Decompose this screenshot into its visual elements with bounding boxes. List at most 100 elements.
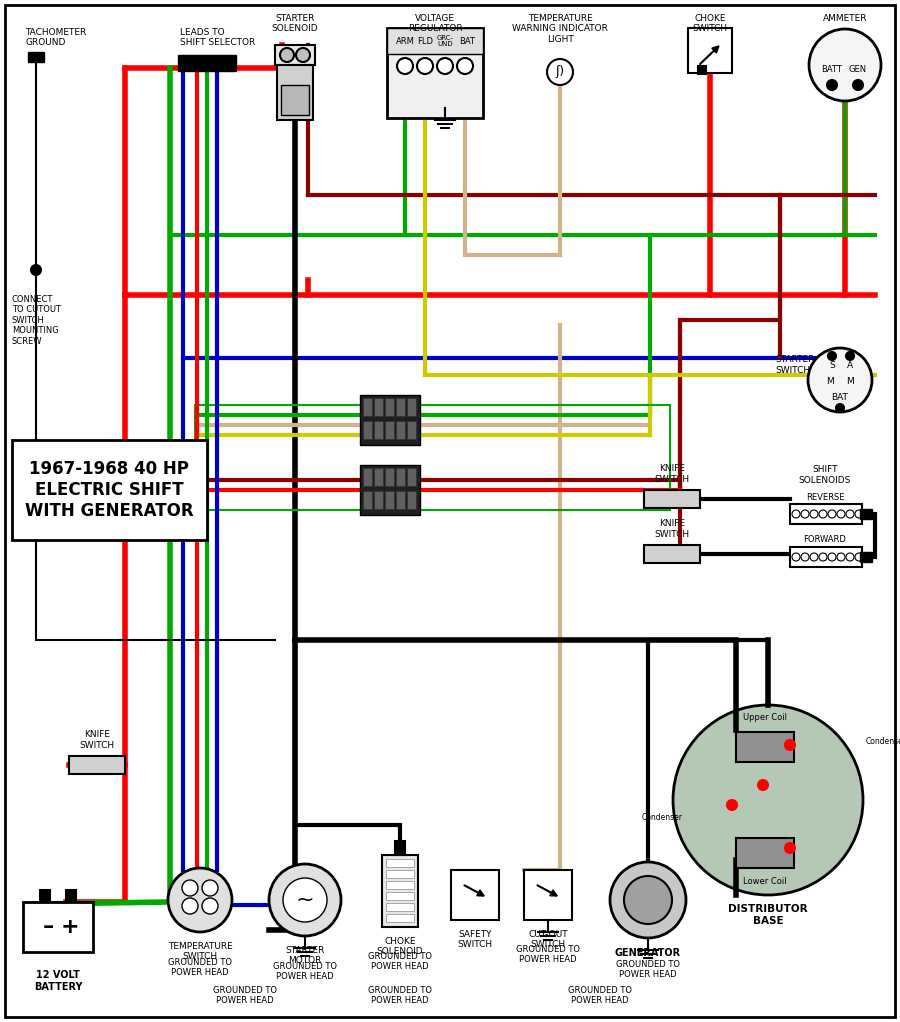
Bar [385, 398, 394, 416]
Circle shape [182, 898, 198, 914]
Circle shape [283, 878, 327, 922]
Circle shape [853, 80, 863, 90]
Circle shape [828, 510, 836, 518]
Bar [386, 860, 414, 867]
Text: Upper Coil: Upper Coil [743, 713, 787, 723]
Text: 12 VOLT
BATTERY: 12 VOLT BATTERY [34, 970, 82, 991]
Text: BATT: BATT [822, 65, 842, 75]
Bar [736, 732, 794, 762]
Circle shape [810, 553, 818, 561]
Circle shape [547, 59, 573, 85]
Bar [374, 398, 383, 416]
Bar [396, 468, 405, 486]
Text: SHIFT
SOLENOIDS: SHIFT SOLENOIDS [799, 465, 851, 484]
Text: GRC-
UND: GRC- UND [436, 35, 454, 47]
Circle shape [809, 29, 881, 101]
Text: ~: ~ [296, 890, 314, 910]
Circle shape [437, 58, 453, 74]
Circle shape [855, 510, 863, 518]
Bar [524, 870, 572, 920]
Circle shape [819, 510, 827, 518]
Text: GROUNDED TO
POWER HEAD: GROUNDED TO POWER HEAD [368, 953, 432, 971]
Text: BAT: BAT [832, 392, 849, 402]
Text: KNIFE
SWITCH: KNIFE SWITCH [654, 519, 689, 539]
Circle shape [457, 58, 473, 74]
Text: GEN: GEN [849, 65, 867, 75]
Text: TACHOMETER
GROUND: TACHOMETER GROUND [25, 28, 86, 47]
Bar [363, 468, 372, 486]
Circle shape [269, 864, 341, 936]
Text: STARTER
SOLENOID: STARTER SOLENOID [272, 14, 319, 34]
Bar [698, 66, 706, 74]
Circle shape [785, 740, 795, 750]
Text: Condenser: Condenser [642, 814, 683, 823]
Text: ARM: ARM [396, 37, 414, 46]
Text: FLD: FLD [417, 37, 433, 46]
Bar [407, 491, 416, 509]
Text: S: S [829, 362, 835, 371]
Bar [178, 55, 236, 71]
Bar [363, 491, 372, 509]
Circle shape [801, 553, 809, 561]
Bar [790, 547, 862, 567]
Bar [736, 838, 794, 868]
Text: STARTER
MOTOR: STARTER MOTOR [285, 946, 325, 966]
Bar [386, 870, 414, 878]
Bar [688, 28, 732, 73]
Bar [23, 902, 93, 953]
Text: GROUNDED TO
POWER HEAD: GROUNDED TO POWER HEAD [273, 962, 337, 981]
Circle shape [808, 349, 872, 412]
Text: Condenser: Condenser [866, 738, 900, 746]
Bar [66, 890, 76, 902]
Bar [387, 28, 483, 54]
Circle shape [785, 843, 795, 853]
Text: TEMPERATURE
SWITCH: TEMPERATURE SWITCH [167, 942, 232, 962]
Circle shape [837, 510, 845, 518]
Bar [644, 490, 700, 508]
Bar [363, 398, 372, 416]
Text: REVERSE: REVERSE [806, 493, 844, 502]
Bar [396, 421, 405, 439]
Circle shape [827, 80, 837, 90]
Bar [790, 504, 862, 524]
Circle shape [280, 48, 294, 62]
Bar [860, 552, 872, 562]
Text: GROUNDED TO
POWER HEAD: GROUNDED TO POWER HEAD [213, 985, 277, 1005]
Bar [374, 468, 383, 486]
Text: CHOKE
SWITCH: CHOKE SWITCH [692, 14, 727, 34]
Bar [860, 509, 872, 519]
Circle shape [31, 265, 41, 275]
Bar [281, 85, 309, 115]
Bar [360, 394, 420, 445]
Bar [275, 45, 315, 65]
Circle shape [397, 58, 413, 74]
Text: +: + [60, 917, 79, 937]
Text: TEMPERATURE
WARNING INDICATOR
LIGHT: TEMPERATURE WARNING INDICATOR LIGHT [512, 14, 608, 44]
Circle shape [792, 510, 800, 518]
Bar [40, 890, 50, 902]
Bar [387, 28, 483, 118]
Circle shape [837, 553, 845, 561]
Text: –: – [42, 917, 54, 937]
Text: KNIFE
SWITCH: KNIFE SWITCH [79, 731, 114, 750]
Circle shape [296, 48, 310, 62]
Circle shape [846, 510, 854, 518]
Text: M: M [826, 377, 834, 386]
Bar [195, 405, 670, 510]
Bar [396, 491, 405, 509]
Circle shape [673, 705, 863, 895]
Text: GROUNDED TO
POWER HEAD: GROUNDED TO POWER HEAD [168, 958, 232, 977]
Bar [451, 870, 499, 920]
Circle shape [819, 553, 827, 561]
Text: GROUNDED TO
POWER HEAD: GROUNDED TO POWER HEAD [568, 985, 632, 1005]
Circle shape [417, 58, 433, 74]
Circle shape [624, 876, 672, 924]
Bar [28, 52, 44, 62]
Bar [386, 881, 414, 889]
Bar [69, 756, 125, 774]
Bar [360, 465, 420, 515]
Bar [386, 892, 414, 900]
Text: CONNECT
TO CUTOUT
SWITCH
MOUNTING
SCREW: CONNECT TO CUTOUT SWITCH MOUNTING SCREW [12, 295, 61, 345]
Text: GROUNDED TO
POWER HEAD: GROUNDED TO POWER HEAD [368, 985, 432, 1005]
Text: GROUNDED TO
POWER HEAD: GROUNDED TO POWER HEAD [516, 945, 580, 965]
